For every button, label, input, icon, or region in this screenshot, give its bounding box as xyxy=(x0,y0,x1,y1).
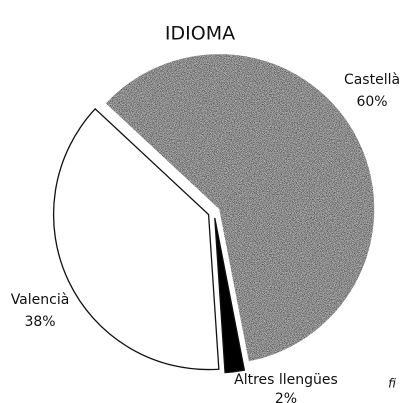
slice-texture xyxy=(105,54,375,362)
chart-title: IDIOMA xyxy=(165,23,235,45)
slice xyxy=(52,107,220,371)
slice-value-label: 2% xyxy=(275,391,297,403)
footer-mark: fi xyxy=(388,377,396,391)
slice-value-label: 38% xyxy=(24,314,55,330)
slice-label: Altres llengües xyxy=(234,372,338,388)
slice-value-label: 60% xyxy=(356,94,387,110)
slice-label: Castellà xyxy=(344,72,400,88)
slice-label: Valencià xyxy=(11,292,70,308)
slice xyxy=(214,217,246,374)
